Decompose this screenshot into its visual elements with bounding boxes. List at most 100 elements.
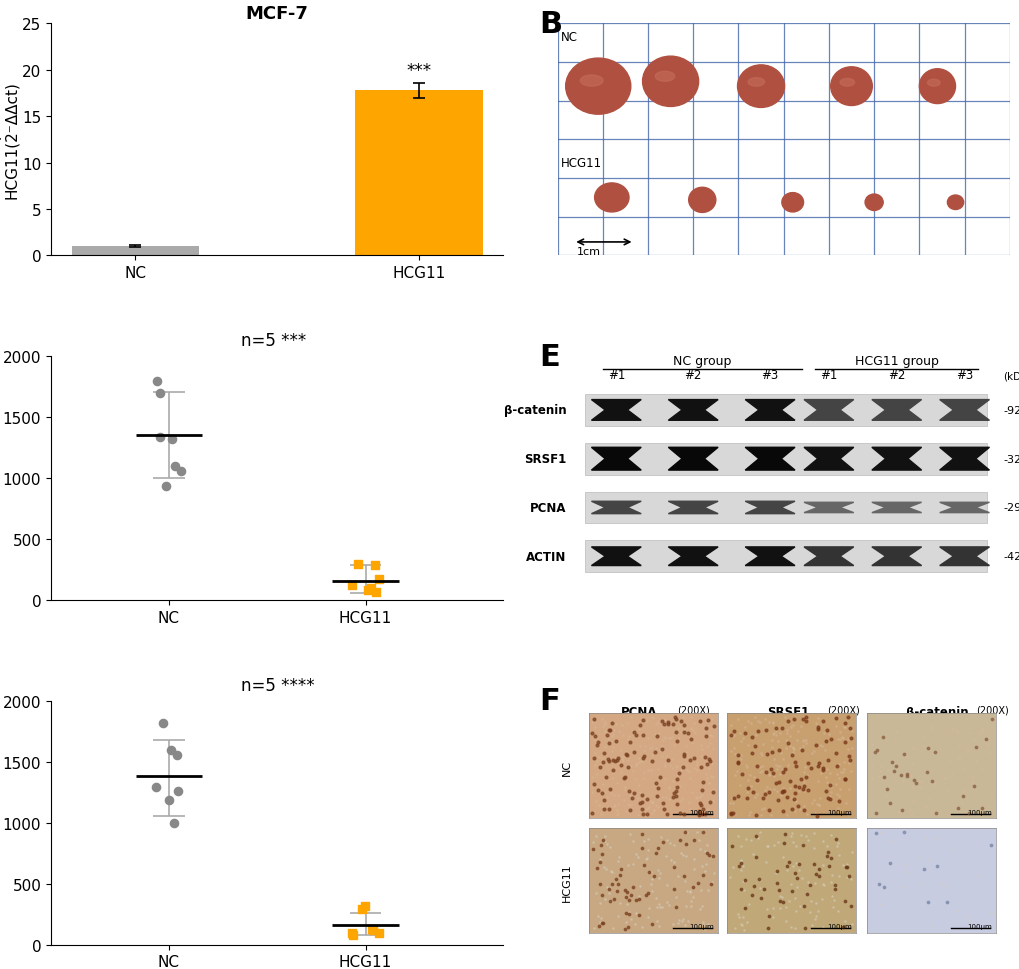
- Point: [148, 780, 164, 796]
- Bar: [584, 394, 986, 426]
- Point: [157, 479, 173, 494]
- Bar: [584, 541, 986, 573]
- Text: #1: #1: [819, 368, 837, 381]
- Text: NC group: NC group: [673, 355, 731, 368]
- Text: β-catenin: β-catenin: [905, 704, 968, 718]
- Ellipse shape: [566, 59, 630, 115]
- Point: [165, 815, 181, 830]
- Text: B: B: [539, 11, 562, 40]
- Point: [151, 430, 167, 446]
- Point: [366, 558, 382, 574]
- Text: (200X): (200X): [975, 704, 1008, 715]
- Point: [151, 386, 167, 401]
- Text: -42: -42: [1002, 551, 1019, 562]
- Polygon shape: [938, 400, 988, 421]
- Ellipse shape: [737, 66, 784, 109]
- Point: [363, 580, 379, 596]
- Point: [367, 585, 383, 601]
- Point: [350, 556, 366, 572]
- Polygon shape: [745, 502, 794, 515]
- Polygon shape: [667, 400, 717, 421]
- Polygon shape: [591, 448, 641, 471]
- Point: [371, 924, 387, 940]
- Point: [365, 922, 381, 938]
- Point: [162, 742, 178, 758]
- Ellipse shape: [864, 195, 882, 211]
- Text: #1: #1: [607, 368, 625, 381]
- Text: (200X): (200X): [825, 704, 859, 715]
- Point: [364, 922, 380, 937]
- Point: [360, 583, 376, 599]
- Polygon shape: [871, 448, 921, 471]
- Polygon shape: [938, 503, 988, 514]
- Text: PCNA: PCNA: [530, 501, 566, 515]
- Text: (kDa): (kDa): [1002, 371, 1019, 381]
- Polygon shape: [803, 503, 853, 514]
- Point: [344, 927, 361, 943]
- Text: -29: -29: [1002, 503, 1019, 513]
- Polygon shape: [667, 547, 717, 566]
- Y-axis label: Relative expression of
HCG11(2⁻ΔΔct): Relative expression of HCG11(2⁻ΔΔct): [0, 56, 19, 225]
- Point: [155, 715, 171, 731]
- Polygon shape: [591, 502, 641, 515]
- Polygon shape: [803, 547, 853, 566]
- Text: #3: #3: [955, 368, 972, 381]
- Polygon shape: [938, 547, 988, 566]
- Text: PCNA: PCNA: [621, 704, 656, 718]
- Polygon shape: [803, 448, 853, 471]
- Polygon shape: [938, 448, 988, 471]
- Polygon shape: [591, 547, 641, 566]
- Ellipse shape: [654, 72, 675, 82]
- Point: [149, 373, 165, 389]
- Text: -92: -92: [1002, 405, 1019, 416]
- Bar: [584, 444, 986, 475]
- Polygon shape: [803, 400, 853, 421]
- Text: β-catenin: β-catenin: [503, 404, 566, 417]
- Point: [163, 431, 179, 447]
- Text: NC: NC: [561, 759, 571, 775]
- Polygon shape: [667, 502, 717, 515]
- Polygon shape: [591, 400, 641, 421]
- Text: #3: #3: [761, 368, 777, 381]
- Text: NC: NC: [560, 31, 578, 45]
- Polygon shape: [745, 547, 794, 566]
- Ellipse shape: [829, 68, 871, 107]
- Text: (200X): (200X): [677, 704, 709, 715]
- Polygon shape: [871, 400, 921, 421]
- Point: [169, 747, 185, 763]
- Text: n=5 ***: n=5 ***: [240, 331, 306, 350]
- Point: [169, 784, 185, 799]
- Point: [167, 458, 183, 474]
- Ellipse shape: [926, 80, 940, 87]
- Point: [370, 572, 386, 587]
- Polygon shape: [871, 503, 921, 514]
- Text: E: E: [539, 342, 559, 371]
- Point: [354, 902, 370, 918]
- Point: [173, 463, 190, 479]
- Ellipse shape: [747, 78, 764, 87]
- Bar: [355, 91, 482, 256]
- Text: n=5 ****: n=5 ****: [240, 676, 314, 694]
- Bar: [584, 492, 986, 524]
- Ellipse shape: [594, 184, 629, 213]
- Ellipse shape: [642, 57, 698, 108]
- Ellipse shape: [840, 79, 854, 87]
- Title: MCF-7: MCF-7: [246, 5, 309, 22]
- Polygon shape: [745, 400, 794, 421]
- Ellipse shape: [918, 70, 955, 105]
- Polygon shape: [871, 547, 921, 566]
- Polygon shape: [745, 448, 794, 471]
- Text: HCG11: HCG11: [560, 157, 601, 170]
- Text: SRSF1: SRSF1: [766, 704, 808, 718]
- Text: HCG11 group: HCG11 group: [854, 355, 937, 368]
- Ellipse shape: [580, 76, 602, 87]
- Text: HCG11: HCG11: [561, 862, 571, 901]
- Point: [357, 898, 373, 914]
- Point: [160, 792, 176, 807]
- Point: [343, 924, 360, 940]
- Text: F: F: [539, 687, 559, 715]
- Text: #2: #2: [684, 368, 701, 381]
- Point: [344, 578, 361, 594]
- Ellipse shape: [782, 194, 803, 213]
- Text: ***: ***: [406, 62, 431, 79]
